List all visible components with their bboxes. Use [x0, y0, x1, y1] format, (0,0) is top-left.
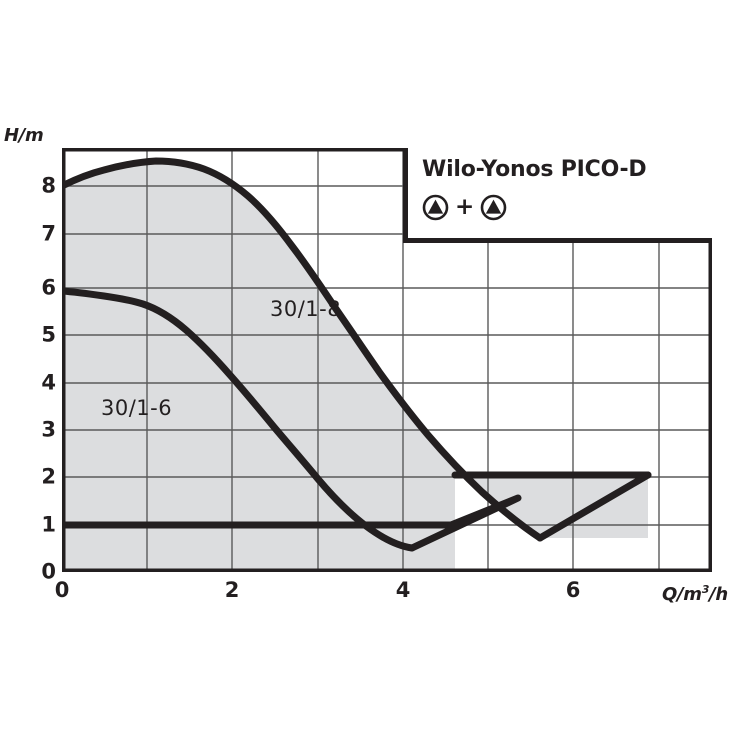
curve-30-1-6-right-tip: [408, 494, 522, 552]
y-tick-0: 0: [41, 559, 56, 584]
curve-label-30-1-8: 30/1-8: [270, 297, 342, 321]
curve-30-1-6-max: [62, 287, 416, 552]
y-tick-6: 6: [41, 275, 56, 300]
x-tick-6: 6: [565, 578, 581, 602]
x-axis-unit-suffix: /h: [709, 584, 728, 605]
curve-30-1-8-max: [62, 157, 544, 542]
x-tick-2: 2: [224, 578, 240, 602]
x-axis-unit-label: Q/m3/h: [662, 583, 728, 605]
operating-range-30-1-6-fill: [62, 291, 451, 548]
pump-triangle-icon-right: [480, 194, 507, 221]
x-axis-tick-labels: 0 2 4 6: [0, 580, 750, 620]
plus-sign: +: [455, 194, 475, 220]
title-card-underline: [403, 238, 712, 243]
y-axis-unit-label: H/m: [4, 125, 44, 146]
y-tick-2: 2: [41, 464, 56, 489]
curve-30-1-8-right-tip: [536, 471, 652, 542]
x-axis-unit-prefix: Q/m: [662, 584, 702, 605]
pump-configuration-icons: +: [422, 194, 507, 221]
product-title: Wilo-Yonos PICO-D: [422, 157, 647, 182]
plot-area: Wilo-Yonos PICO-D +: [62, 148, 712, 572]
x-axis-unit-exponent: 3: [701, 583, 710, 596]
curve-label-30-1-6: 30/1-6: [101, 396, 173, 420]
y-tick-1: 1: [41, 512, 56, 537]
y-tick-4: 4: [41, 370, 56, 395]
title-card: Wilo-Yonos PICO-D +: [403, 148, 712, 242]
y-tick-7: 7: [41, 221, 56, 246]
y-tick-5: 5: [41, 322, 56, 347]
x-tick-0: 0: [54, 578, 70, 602]
y-tick-8: 8: [41, 173, 56, 198]
pump-triangle-icon-left: [422, 194, 449, 221]
x-tick-4: 4: [395, 578, 411, 602]
title-card-left-edge: [403, 148, 408, 243]
y-tick-3: 3: [41, 417, 56, 442]
y-axis-tick-labels: 0 1 2 3 4 5 6 7 8: [0, 0, 56, 750]
